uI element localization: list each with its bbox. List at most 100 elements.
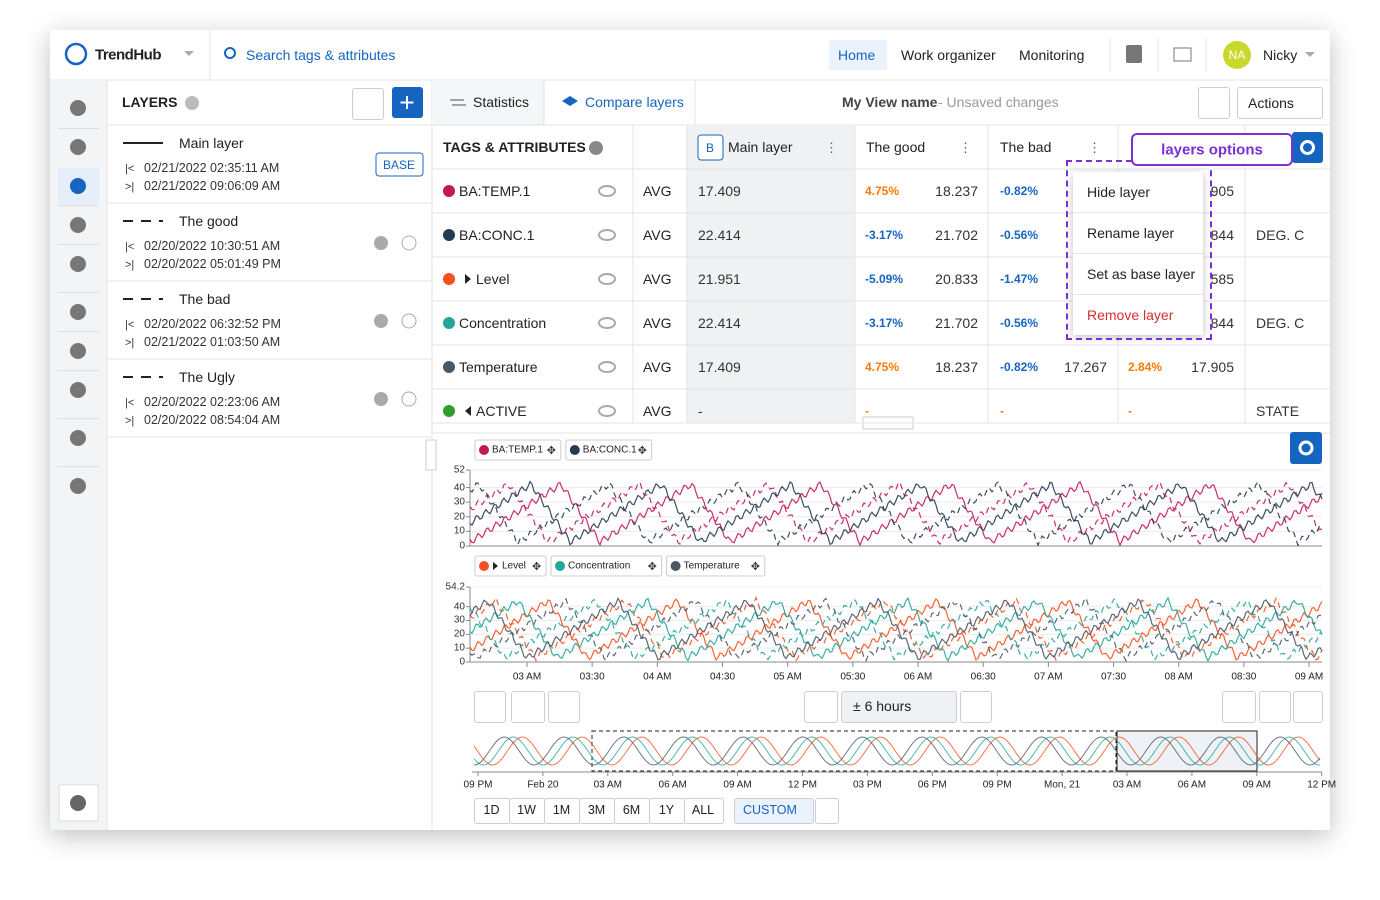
tab[interactable]: Compare layers (585, 94, 684, 110)
y-tick-label: 54.2 (446, 582, 465, 593)
x-tick-label: 07 AM (1034, 672, 1062, 683)
value: 17.267 (1064, 359, 1107, 375)
value: 21.702 (935, 315, 978, 331)
y-tick-label: 0 (459, 541, 465, 552)
value: 905 (1211, 183, 1234, 199)
reset-button[interactable] (960, 691, 992, 723)
aggregation: AVG (643, 183, 672, 199)
more-button[interactable] (352, 88, 384, 120)
range-label[interactable]: 3M (588, 803, 605, 817)
column-header: Main layer (728, 139, 793, 155)
range-label[interactable]: CUSTOM (743, 803, 797, 817)
search-input[interactable]: Search tags & attributes (246, 47, 395, 63)
x-tick-label: 03 AM (513, 672, 541, 683)
base-badge-label: BASE (383, 158, 415, 172)
percent-change: -3.17% (865, 316, 903, 330)
help-icon (185, 96, 199, 110)
help-icon (1126, 45, 1142, 63)
window-label[interactable]: ± 6 hours (853, 698, 911, 714)
legend-label[interactable]: Level (502, 561, 526, 572)
tag-dot (443, 361, 455, 373)
eye-icon (599, 406, 615, 416)
eye-icon (599, 230, 615, 240)
tag-dot (443, 229, 455, 241)
x-tick-label: 08:30 (1231, 672, 1256, 683)
eye-icon (599, 186, 615, 196)
range-label[interactable]: 1Y (659, 803, 674, 817)
value: 17.905 (1191, 359, 1234, 375)
percent-change: 4.75% (865, 184, 899, 198)
layer-start: 02/21/2022 02:35:11 AM (144, 161, 279, 175)
range-label[interactable]: 6M (623, 803, 640, 817)
caret (184, 51, 194, 56)
prev-button[interactable] (474, 691, 506, 723)
value: 22.414 (698, 227, 741, 243)
x-tick-label: 06 AM (904, 672, 932, 683)
x-tick-label: 05:30 (840, 672, 865, 683)
layer-name: Main layer (179, 135, 244, 151)
tab[interactable]: Statistics (473, 94, 529, 110)
calendar-button[interactable] (1222, 691, 1256, 723)
percent-change: -5.09% (865, 272, 903, 286)
navigator-label: 12 PM (788, 780, 817, 791)
nav-link[interactable]: Home (838, 47, 875, 63)
next-button[interactable] (1293, 691, 1323, 723)
layer-name: The good (179, 213, 238, 229)
legend-dot (479, 561, 489, 571)
actions-label[interactable]: Actions (1248, 95, 1294, 111)
x-tick-label: 03:30 (580, 672, 605, 683)
trace (470, 482, 1322, 544)
value: 17.409 (698, 359, 741, 375)
unit: DEG. C (1256, 315, 1304, 331)
range-label[interactable]: 1W (517, 803, 536, 817)
calendar-button[interactable] (511, 691, 545, 723)
column-header: The good (866, 139, 925, 155)
legend-label[interactable]: BA:CONC.1 (583, 445, 637, 456)
x-tick-label: 04:30 (710, 672, 735, 683)
range-label[interactable]: 1D (484, 803, 500, 817)
x-tick-label: 04 AM (643, 672, 671, 683)
sidebar-icon (70, 178, 86, 194)
splitter (426, 440, 436, 470)
nav-link[interactable]: Monitoring (1019, 47, 1084, 63)
custom-range-icon[interactable] (815, 798, 839, 824)
y-tick-label: 10 (454, 526, 465, 537)
column-header: The bad (1000, 139, 1051, 155)
broadcast-button[interactable] (1198, 87, 1230, 119)
eye-icon (599, 318, 615, 328)
legend-label[interactable]: Concentration (568, 561, 630, 572)
navigator-label: 12 PM (1307, 780, 1336, 791)
layer-name: The Ugly (179, 369, 235, 385)
base-marker-label: B (706, 141, 714, 155)
legend-label[interactable]: Temperature (684, 561, 740, 572)
logo-icon (66, 44, 86, 64)
layers-icon (562, 96, 578, 106)
navigator-label: 09 PM (983, 780, 1012, 791)
unit: STATE (1256, 403, 1299, 419)
value: 20.833 (935, 271, 978, 287)
logo: TrendHub (95, 47, 161, 64)
layer-end: 02/21/2022 09:06:09 AM (144, 179, 280, 193)
legend-dot (671, 561, 681, 571)
icon: >| (125, 181, 134, 193)
layer-start: 02/20/2022 02:23:06 AM (144, 395, 280, 409)
value: 17.409 (698, 183, 741, 199)
settings-icon (70, 795, 86, 811)
nav-link[interactable]: Work organizer (901, 47, 996, 63)
range-label[interactable]: 1M (553, 803, 570, 817)
icon: >| (125, 415, 134, 427)
x-tick-label: 09 AM (1295, 672, 1323, 683)
range-label[interactable]: ALL (692, 803, 714, 817)
sidebar-icon (70, 217, 86, 233)
search-icon (225, 48, 235, 58)
value: 21.951 (698, 271, 741, 287)
legend-label[interactable]: BA:TEMP.1 (492, 445, 543, 456)
chart-type-button[interactable] (804, 691, 838, 723)
clock-button[interactable] (1259, 691, 1291, 723)
user-name[interactable]: Nicky (1263, 47, 1297, 63)
value: 21.702 (935, 227, 978, 243)
value: 22.414 (698, 315, 741, 331)
sidebar-icon (70, 304, 86, 320)
clock-button[interactable] (548, 691, 580, 723)
